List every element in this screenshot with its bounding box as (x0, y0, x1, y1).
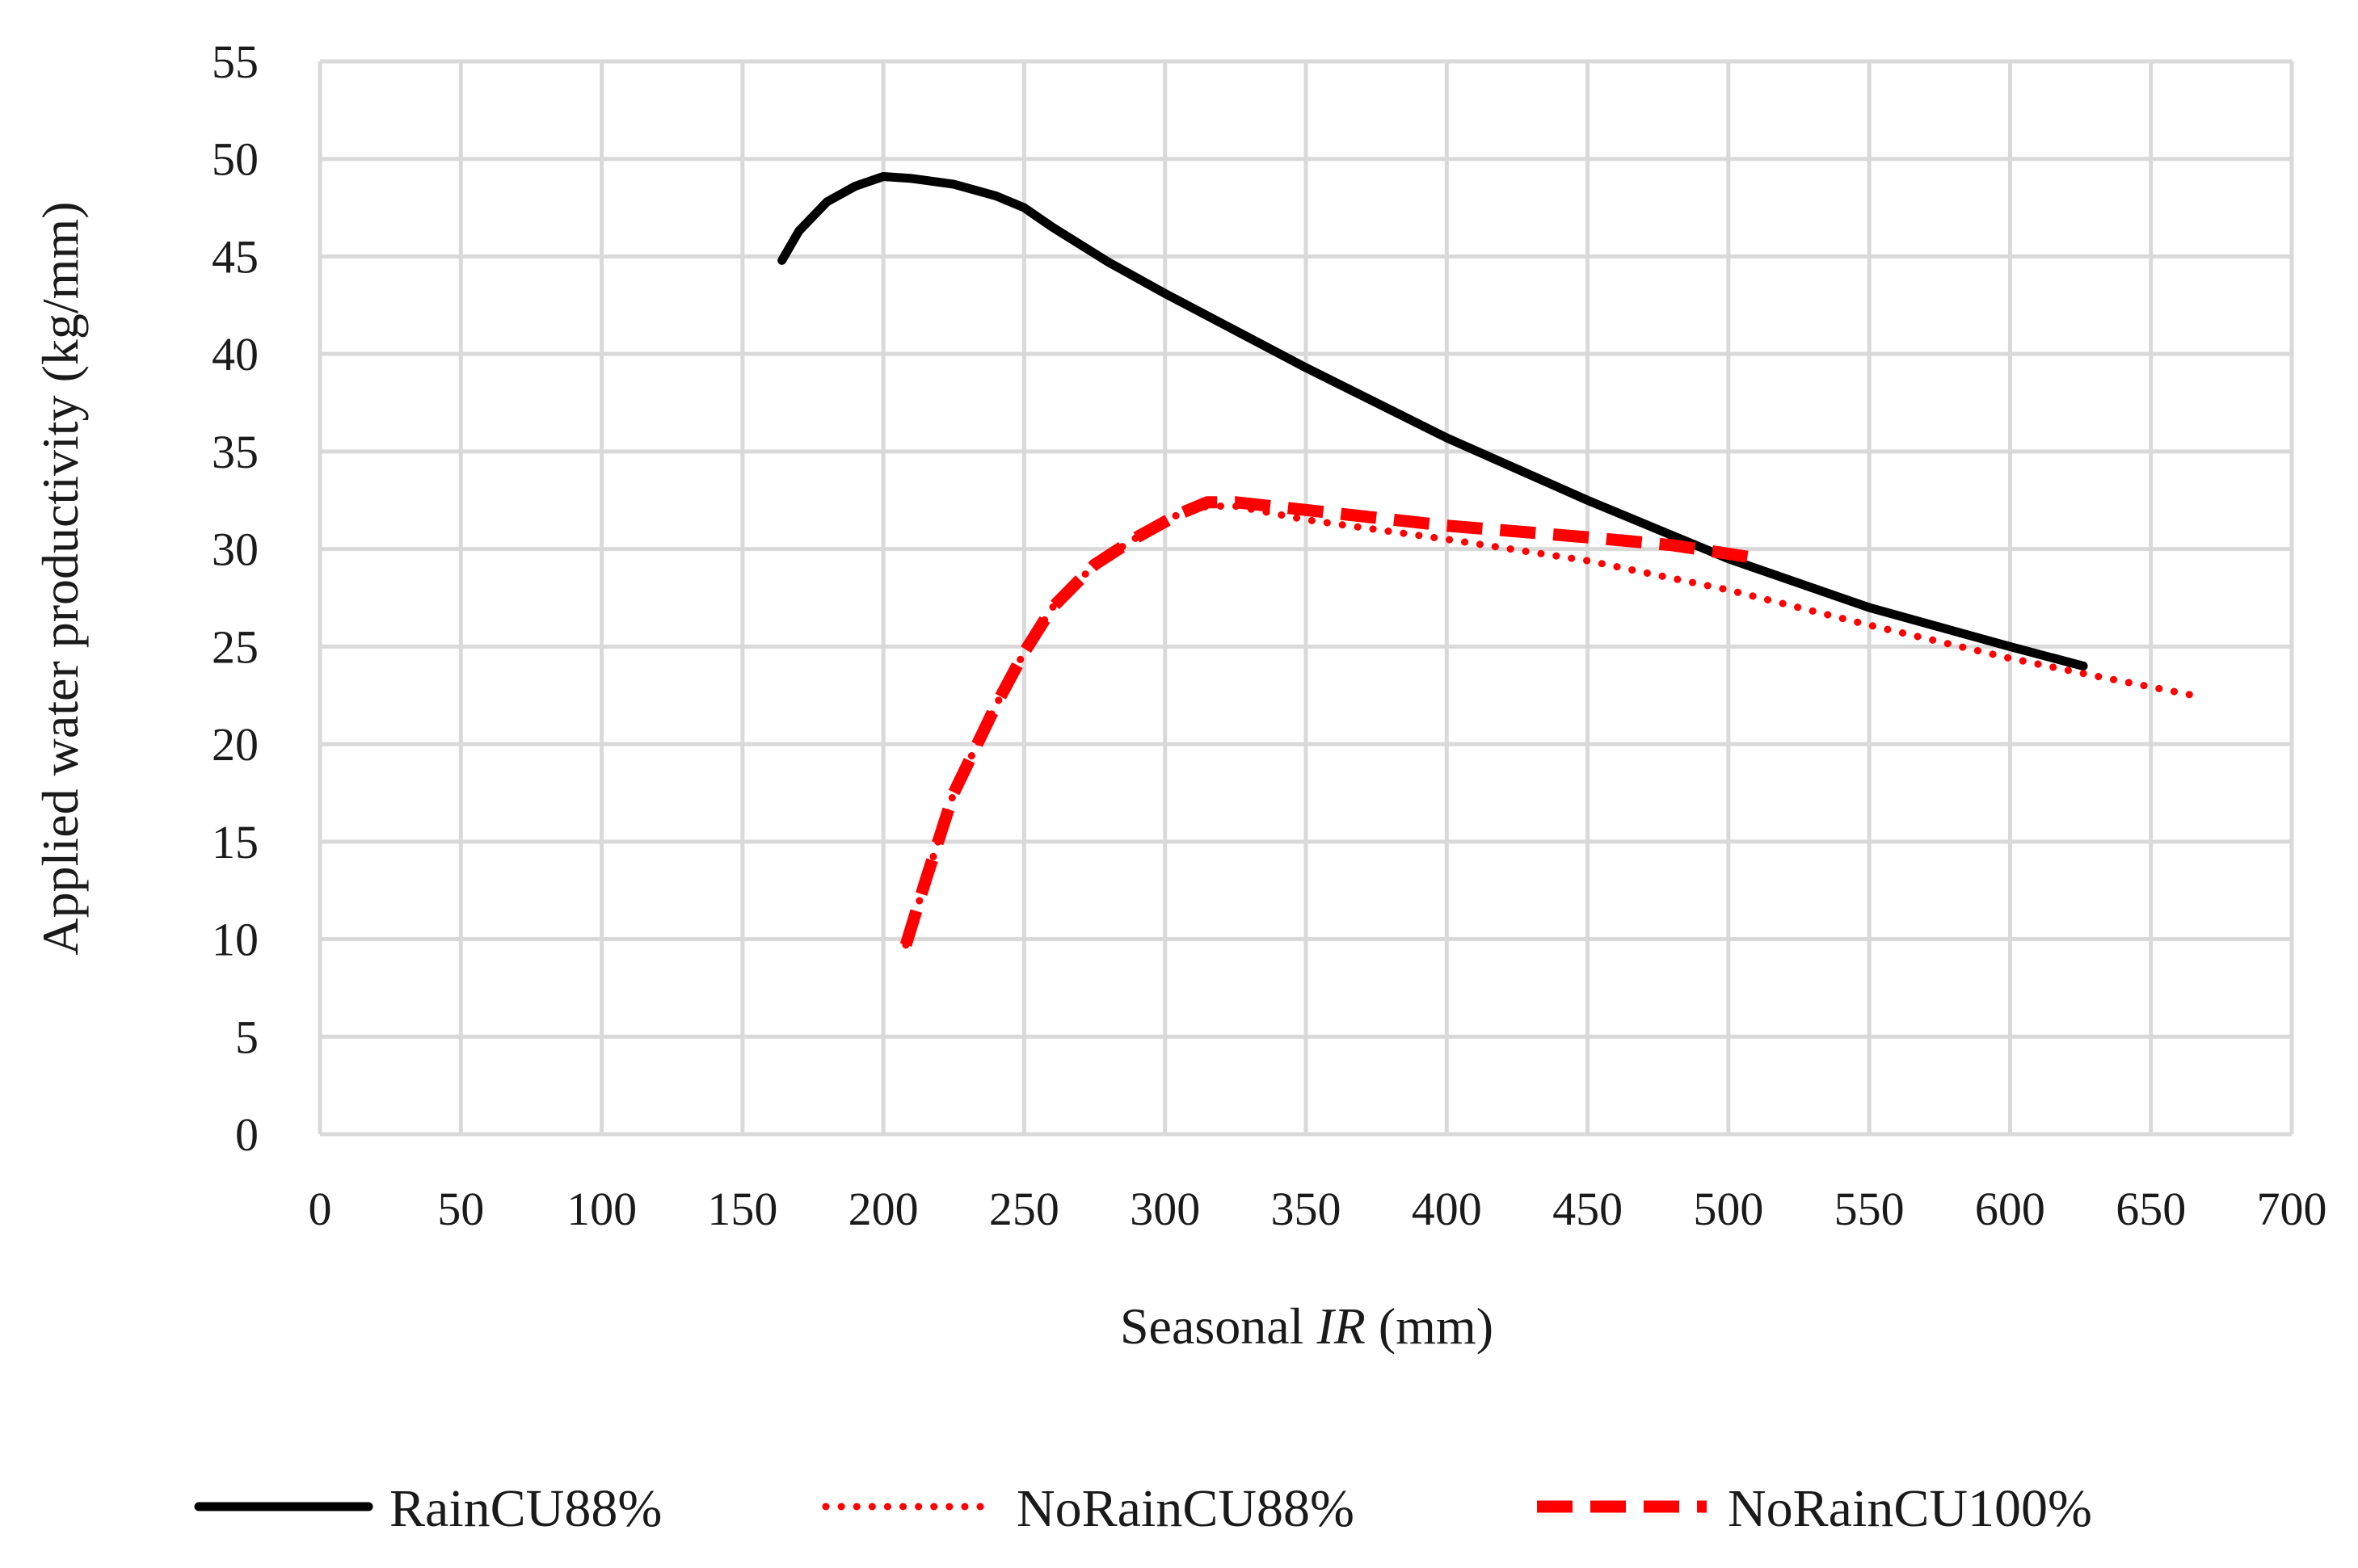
x-tick-label: 100 (566, 1183, 637, 1235)
x-tick-label: 250 (989, 1183, 1059, 1235)
x-axis-title-prefix: Seasonal (1120, 1297, 1317, 1355)
x-axis-title-suffix: (mm) (1366, 1297, 1493, 1355)
legend: RainCU88% NoRainCU88% NoRainCU100% (194, 1479, 2092, 1538)
x-axis-tick-labels: 0 50 100 150 200 250 300 350 400 450 500 550 600 650 7… (309, 1183, 2327, 1235)
x-tick-label: 200 (848, 1183, 919, 1235)
series-line-2 (902, 502, 2197, 949)
legend-label-1: RainCU88% (389, 1479, 662, 1538)
x-tick-label: 550 (1834, 1183, 1905, 1235)
x-axis-title: Seasonal IR (mm) (1120, 1297, 1493, 1355)
legend-label-3: NoRainCU100% (1728, 1479, 2092, 1538)
x-tick-label: 700 (2257, 1183, 2327, 1235)
y-tick-label: 50 (212, 133, 259, 186)
x-tick-label: 450 (1552, 1183, 1623, 1235)
x-tick-label: 400 (1412, 1183, 1482, 1235)
series-line-3 (899, 496, 1750, 947)
y-axis-title: Applied water productivity (kg/mm) (32, 201, 89, 955)
legend-label-2: NoRainCU88% (1017, 1479, 1354, 1538)
x-tick-label: 600 (1975, 1183, 2045, 1235)
series-line-1 (777, 172, 2088, 670)
y-axis-tick-labels: 0 5 10 15 20 25 30 35 40 45 50 55 (212, 36, 259, 1161)
y-tick-label: 15 (212, 816, 259, 868)
y-tick-label: 45 (212, 230, 259, 283)
y-tick-label: 20 (212, 718, 259, 771)
x-tick-label: 0 (309, 1183, 332, 1235)
x-tick-label: 300 (1130, 1183, 1200, 1235)
y-tick-label: 25 (212, 620, 259, 673)
x-tick-label: 50 (437, 1183, 484, 1235)
x-tick-label: 350 (1271, 1183, 1341, 1235)
x-tick-label: 650 (2116, 1183, 2186, 1235)
y-tick-label: 35 (212, 426, 259, 478)
grid-lines (318, 59, 2294, 1137)
y-tick-label: 10 (212, 914, 259, 966)
y-tick-label: 55 (212, 36, 259, 88)
x-tick-label: 500 (1693, 1183, 1763, 1235)
y-tick-label: 30 (212, 523, 259, 576)
y-tick-label: 40 (212, 328, 259, 380)
x-tick-label: 150 (707, 1183, 777, 1235)
x-axis-title-italic: IR (1316, 1297, 1365, 1355)
series-lines (777, 172, 2197, 949)
y-tick-label: 0 (235, 1108, 259, 1161)
y-tick-label: 5 (235, 1011, 259, 1063)
